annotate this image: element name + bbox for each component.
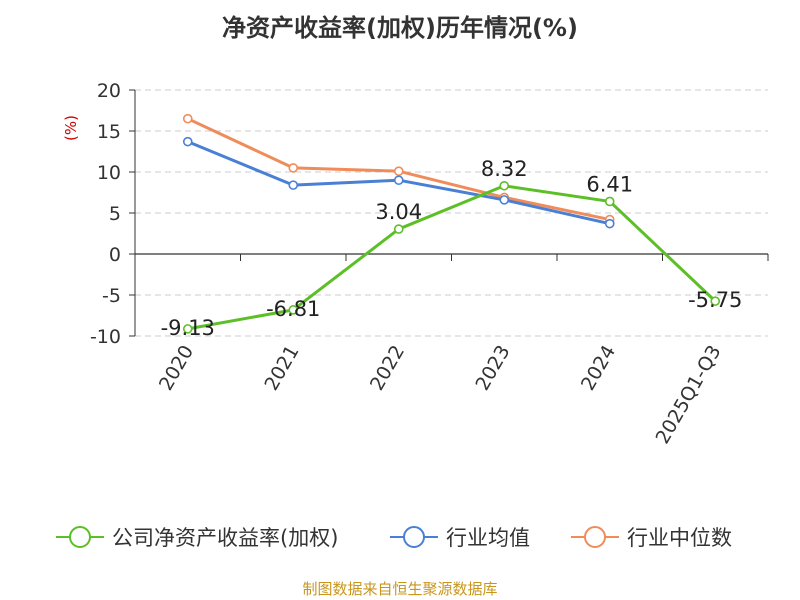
- y-tick-label: 5: [109, 203, 121, 225]
- y-axis-unit-label: (%): [62, 115, 80, 141]
- data-point: [288, 180, 299, 190]
- data-labels: -9.13 -6.81 3.04 8.32 6.41 -5.75: [161, 157, 743, 340]
- legend-marker: [403, 526, 425, 548]
- legend-marker: [69, 526, 91, 548]
- y-tick-label: 10: [97, 162, 121, 184]
- x-tick-label: 2023: [471, 342, 514, 395]
- data-point: [182, 324, 193, 334]
- data-point: [499, 180, 510, 191]
- legend-label: 公司净资产收益率(加权): [112, 526, 338, 550]
- data-point: [710, 296, 721, 306]
- x-tick-label: 2025Q1-Q3: [652, 342, 726, 448]
- x-tick-label: 2021: [260, 342, 303, 395]
- chart-title: 净资产收益率(加权)历年情况(%): [222, 14, 578, 42]
- legend-label: 行业均值: [446, 526, 530, 550]
- data-point: [288, 163, 299, 173]
- legend: 公司净资产收益率(加权) 行业均值 行业中位数: [56, 526, 732, 550]
- data-label: -9.13: [161, 316, 215, 340]
- y-tick-label: 20: [97, 80, 121, 102]
- y-tick-label: -10: [90, 326, 121, 348]
- y-tick-label: -5: [102, 285, 121, 307]
- legend-marker: [584, 526, 606, 548]
- data-point: [393, 175, 404, 185]
- data-point: [393, 224, 404, 234]
- source-footer: 制图数据来自恒生聚源数据库: [302, 580, 498, 598]
- data-point: [604, 196, 615, 207]
- y-tick-label: 15: [97, 121, 121, 143]
- data-point: [499, 195, 510, 205]
- data-point: [604, 218, 615, 229]
- x-tick-label: 2020: [155, 342, 198, 395]
- data-point: [182, 136, 193, 147]
- data-label: -6.81: [266, 297, 320, 321]
- data-label: 8.32: [481, 157, 528, 181]
- data-label: -5.75: [688, 288, 742, 312]
- data-label: 3.04: [375, 200, 422, 224]
- series-line-0: [187, 184, 717, 331]
- x-tick-labels: 2020 2021 2022 2023 2024 2025Q1-Q3: [155, 342, 726, 448]
- grid-lines: [135, 89, 768, 337]
- x-tick-label: 2024: [577, 342, 620, 395]
- data-label: 6.41: [586, 172, 633, 196]
- x-tick-label: 2022: [366, 342, 409, 395]
- legend-label: 行业中位数: [627, 526, 732, 550]
- y-tick-label: 0: [109, 244, 121, 266]
- series-lines: [182, 113, 721, 334]
- data-point: [393, 166, 404, 176]
- y-tick-labels: 20 15 10 5 0 -5 -10: [90, 80, 121, 348]
- axes: [129, 89, 769, 337]
- data-point: [288, 305, 299, 315]
- data-point: [182, 113, 193, 124]
